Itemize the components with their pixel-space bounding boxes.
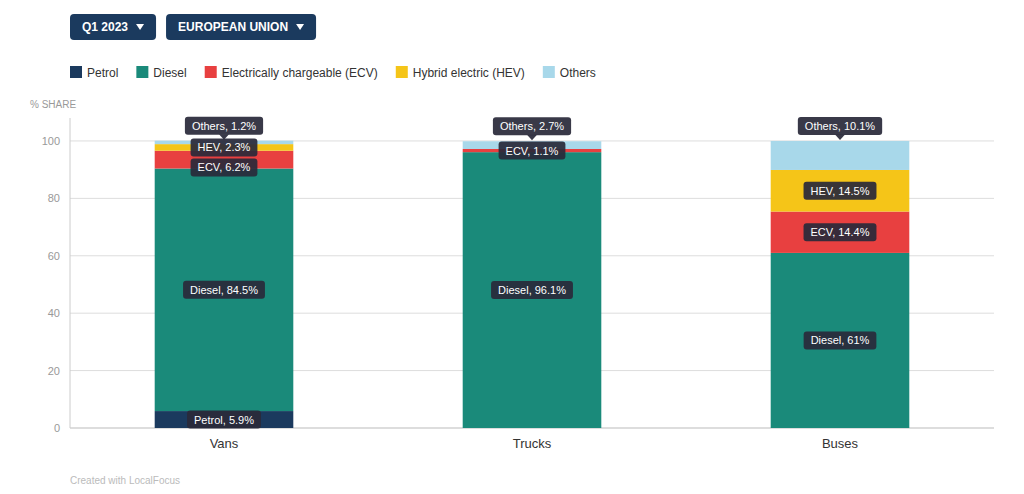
label-pointer	[527, 135, 537, 141]
legend-item: Electrically chargeable (ECV)	[205, 66, 378, 80]
data-label-box	[183, 281, 265, 299]
footer-note: Created with LocalFocus	[70, 475, 180, 486]
bar-segment	[463, 152, 602, 428]
x-tick-label: Trucks	[513, 436, 552, 451]
data-label: ECV, 6.2%	[191, 158, 258, 176]
data-label-box	[493, 117, 571, 135]
legend-label: Others	[560, 66, 596, 80]
legend-swatch	[70, 66, 82, 78]
data-label-text: Others, 2.7%	[500, 120, 564, 132]
data-label: Others, 1.2%	[185, 117, 263, 140]
legend-item: Others	[543, 66, 596, 80]
y-axis-label: % SHARE	[30, 99, 76, 110]
chart: Q1 2023 EUROPEAN UNION Petrol Diesel Electri…	[0, 0, 1024, 494]
subtitle: EUROPEAN UNION	[178, 20, 288, 34]
data-label-text: Diesel, 96.1%	[498, 284, 566, 296]
data-label: Others, 2.7%	[493, 117, 571, 140]
data-label: Petrol, 5.9%	[187, 411, 261, 429]
data-label-text: ECV, 14.4%	[811, 226, 870, 238]
bar-segment	[771, 212, 910, 253]
data-label: Diesel, 84.5%	[183, 281, 265, 299]
legend: Petrol Diesel Electrically chargeable (ECV…	[70, 66, 596, 80]
data-label-text: ECV, 6.2%	[198, 161, 251, 173]
data-label-box	[191, 138, 258, 156]
bar-segment	[155, 169, 294, 412]
legend-label: Hybrid electric (HEV)	[413, 66, 525, 80]
data-label-text: Diesel, 61%	[811, 334, 870, 346]
data-label: Diesel, 96.1%	[491, 281, 573, 299]
data-label-text: Petrol, 5.9%	[194, 414, 254, 426]
dropdown-arrow	[136, 24, 144, 30]
title-button: Q1 2023	[70, 14, 156, 40]
legend-swatch	[136, 66, 148, 78]
dropdown-arrow	[296, 24, 304, 30]
data-label-box	[804, 182, 877, 200]
data-label-text: HEV, 2.3%	[198, 141, 251, 153]
y-tick-label: 0	[54, 422, 60, 434]
data-label: ECV, 14.4%	[804, 223, 877, 241]
data-label: Diesel, 61%	[804, 331, 877, 349]
y-axis-line	[70, 118, 71, 428]
y-tick-label: 100	[42, 135, 60, 147]
subtitle-box	[166, 14, 316, 40]
legend-swatch	[396, 66, 408, 78]
background	[0, 0, 1024, 494]
legend-label: Electrically chargeable (ECV)	[222, 66, 378, 80]
data-label-box	[185, 117, 263, 135]
data-label: Others, 10.1%	[798, 117, 882, 140]
y-tick-label: 80	[48, 192, 60, 204]
data-label: ECV, 1.1%	[499, 142, 566, 160]
data-label-text: ECV, 1.1%	[506, 145, 559, 157]
title-box	[70, 14, 156, 40]
data-label-text: Diesel, 84.5%	[190, 284, 258, 296]
data-label-box	[191, 158, 258, 176]
subtitle-button: EUROPEAN UNION	[166, 14, 316, 40]
data-label-box	[798, 117, 882, 135]
y-tick-label: 20	[48, 365, 60, 377]
label-pointer	[835, 134, 845, 140]
legend-item: Petrol	[70, 66, 118, 80]
y-tick-label: 40	[48, 307, 60, 319]
x-tick-label: Buses	[822, 436, 859, 451]
bar-segment	[771, 141, 910, 170]
bars	[155, 141, 910, 428]
data-label-box	[187, 411, 261, 429]
data-label-box	[499, 142, 566, 160]
data-label: HEV, 14.5%	[804, 182, 877, 200]
legend-item: Hybrid electric (HEV)	[396, 66, 525, 80]
bar-segment	[771, 253, 910, 428]
legend-label: Petrol	[87, 66, 118, 80]
data-label-text: Others, 10.1%	[805, 120, 876, 132]
legend-item: Diesel	[136, 66, 186, 80]
data-label-box	[804, 223, 877, 241]
data-label-text: HEV, 14.5%	[811, 185, 870, 197]
x-tick-label: Vans	[210, 436, 239, 451]
y-tick-label: 60	[48, 250, 60, 262]
title: Q1 2023	[82, 20, 128, 34]
data-label-text: Others, 1.2%	[192, 120, 256, 132]
data-labels: Others, 1.2% HEV, 2.3% ECV, 6.2% Diesel, 84…	[183, 117, 882, 429]
data-label-box	[491, 281, 573, 299]
legend-swatch	[205, 66, 217, 78]
data-label-box	[804, 331, 877, 349]
legend-swatch	[543, 66, 555, 78]
bar-segment	[155, 411, 294, 428]
legend-label: Diesel	[153, 66, 186, 80]
data-label: HEV, 2.3%	[191, 138, 258, 156]
bar-segment	[771, 170, 910, 212]
